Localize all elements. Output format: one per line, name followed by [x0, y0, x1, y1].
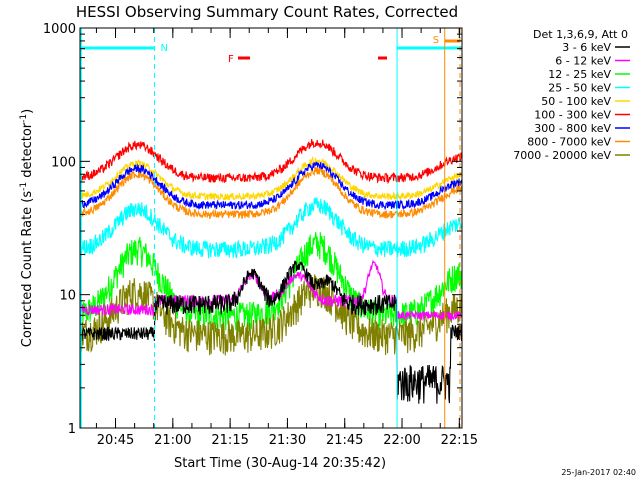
series-3-6-kev [79, 260, 463, 404]
legend-label: 300 - 800 keV [534, 122, 611, 135]
timestamp: 25-Jan-2017 02:40 [561, 468, 636, 477]
saa-label: S [433, 35, 439, 46]
y-tick-label: 100 [51, 155, 76, 170]
series-25-50-kev [79, 197, 463, 259]
series-6-12-kev [79, 259, 463, 322]
chart-title: HESSI Observing Summary Count Rates, Cor… [76, 3, 458, 21]
annotation-layer: N F S [80, 28, 462, 428]
x-tick-label: 21:00 [154, 433, 191, 448]
legend-label: 3 - 6 keV [562, 41, 611, 54]
y-axis-label: Corrected Count Rate (s-1 detector-1) [19, 109, 35, 347]
x-tick-label: 21:30 [269, 433, 306, 448]
plot-frame [79, 27, 463, 429]
legend-label: 25 - 50 keV [548, 82, 611, 95]
series-800-7000-kev [79, 165, 463, 220]
y-tick-label: 1000 [43, 22, 76, 37]
legend-label: 50 - 100 keV [541, 95, 611, 108]
flare-label: F [228, 54, 234, 65]
legend-label: 800 - 7000 keV [527, 136, 611, 149]
x-tick-label: 22:15 [441, 433, 478, 448]
x-tick-label: 21:45 [326, 433, 363, 448]
x-tick-label: 22:00 [383, 433, 420, 448]
legend-label: 7000 - 20000 keV [513, 149, 611, 162]
series-100-300-kev [79, 139, 463, 185]
axes: 1 10 100 1000 20:45 21:00 21:15 21:30 21:45 22:00… [43, 22, 478, 448]
y-tick-label: 10 [59, 289, 76, 304]
legend-label: 6 - 12 keV [555, 55, 611, 68]
y-tick-label: 1 [68, 422, 76, 437]
legend-label: 100 - 300 keV [534, 109, 611, 122]
data-layer [79, 139, 463, 404]
x-tick-label: 21:15 [211, 433, 248, 448]
x-tick-label: 20:45 [97, 433, 134, 448]
night-label: N [160, 43, 167, 54]
series-7000-20000-kev [79, 274, 463, 356]
legend-header: Det 1,3,6,9, Att 0 [533, 28, 628, 41]
series-300-800-kev [79, 161, 463, 211]
legend-label: 12 - 25 keV [548, 68, 611, 81]
x-axis-label: Start Time (30-Aug-14 20:35:42) [174, 456, 386, 471]
